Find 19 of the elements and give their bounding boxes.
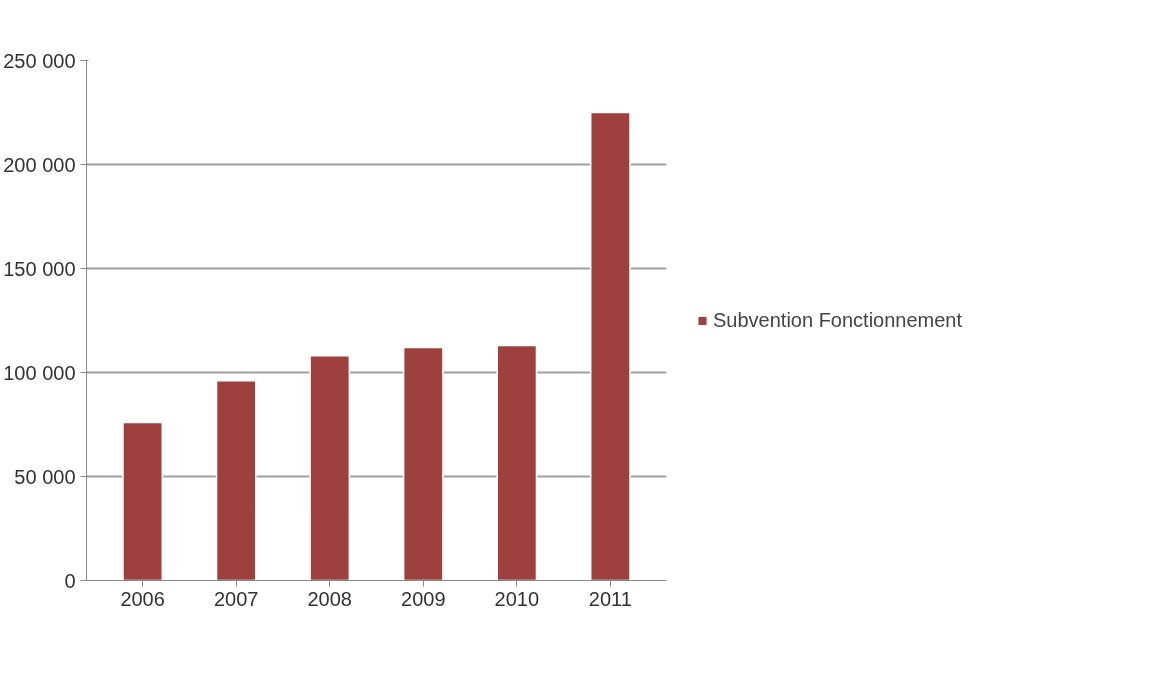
x-tick-label: 2011 [588,587,632,610]
bar [309,355,351,581]
y-tick-label: 0 [64,569,76,592]
y-tick-label: 50 000 [14,465,76,488]
legend-label: Subvention Fonctionnement [713,308,963,332]
x-tick-label: 2010 [494,587,540,610]
x-tick-label: 2009 [401,587,446,610]
y-tick-label: 100 000 [3,361,76,384]
bar [402,346,444,581]
x-tick-label: 2007 [213,587,259,610]
y-tick-label: 200 000 [3,153,76,176]
y-tick-label: 150 000 [3,257,76,280]
bar [122,421,164,581]
bar [589,111,631,581]
y-tick-label: 250 000 [3,49,76,72]
bar [496,344,538,581]
x-tick-label: 2008 [307,587,352,610]
bar [215,380,257,581]
x-tick-label: 2006 [120,587,165,610]
